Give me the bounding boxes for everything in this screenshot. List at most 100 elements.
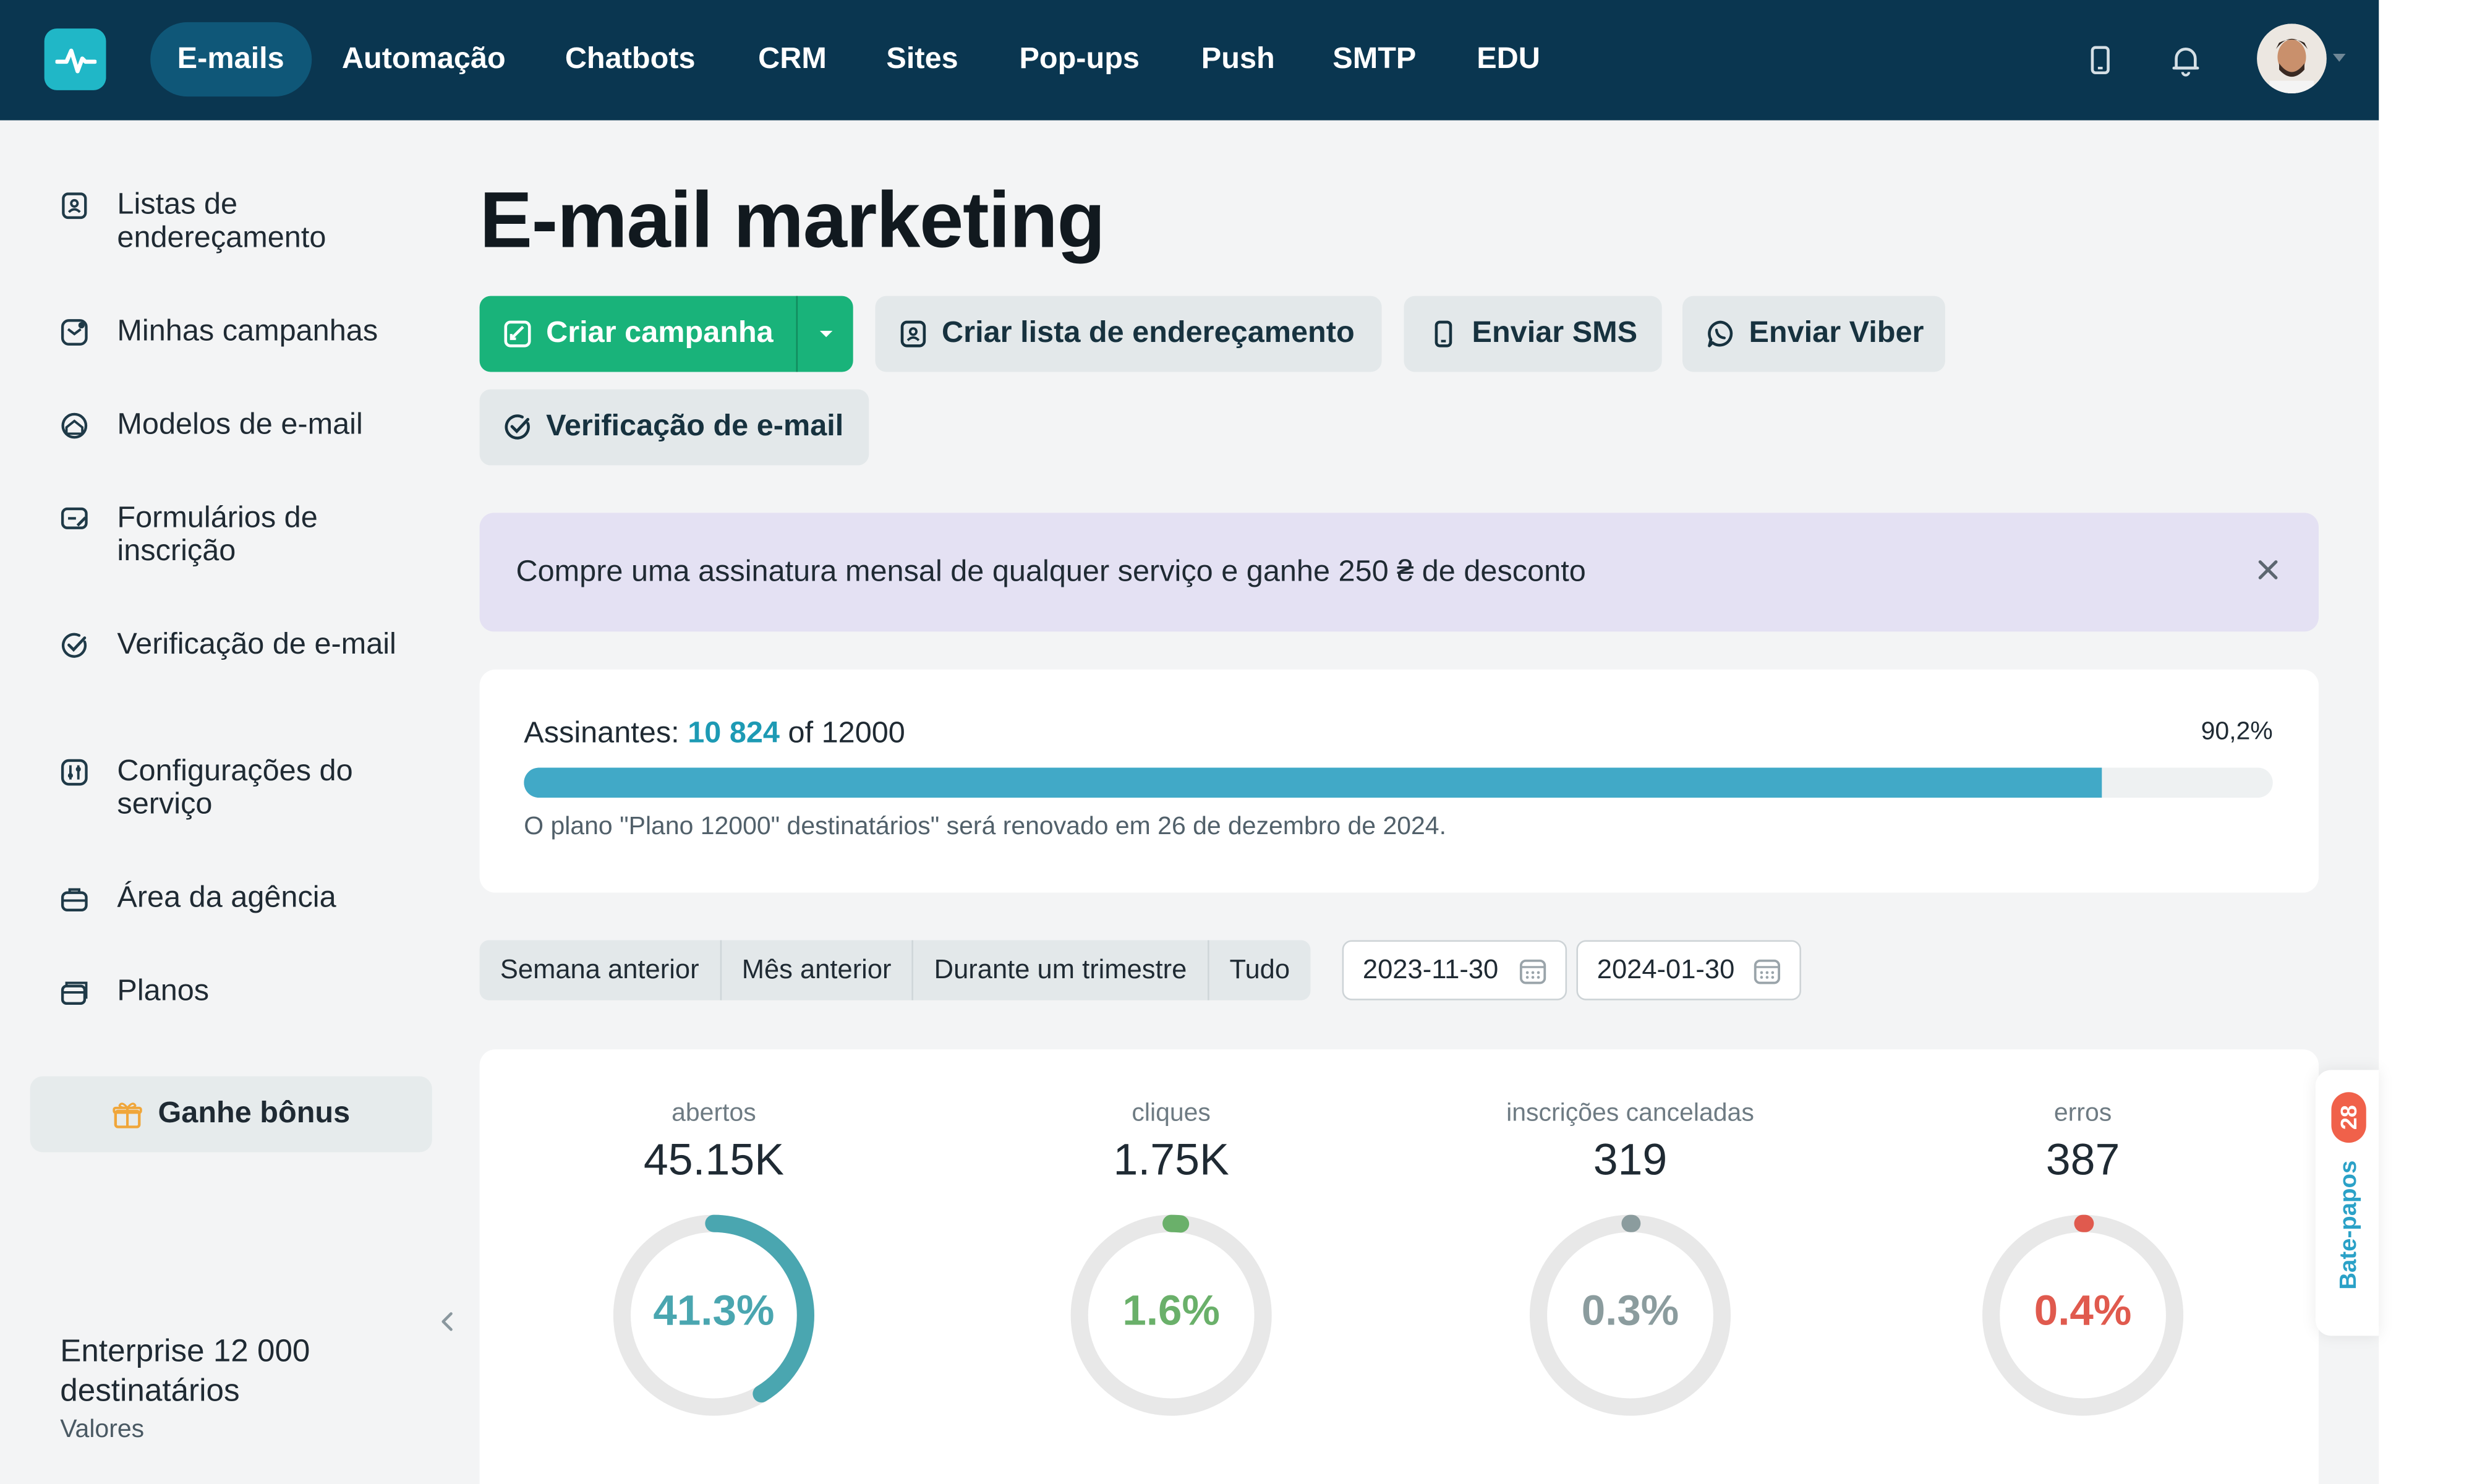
viber-icon — [1708, 320, 1733, 348]
logo-icon[interactable] — [44, 28, 106, 90]
stat-label: cliques — [1132, 1099, 1211, 1127]
gift-icon — [112, 1101, 142, 1128]
stat-value: 387 — [2045, 1135, 2120, 1184]
nav-item-edu[interactable]: EDU — [1477, 43, 1540, 76]
nav-item-smtp[interactable]: SMTP — [1332, 43, 1417, 76]
nav-item-sites[interactable]: Sites — [886, 43, 958, 76]
stat-ring-fill — [1982, 1214, 2184, 1416]
form-icon — [61, 507, 88, 529]
sidebar-item-label: Formulários de inscrição — [117, 501, 318, 568]
bell-icon[interactable] — [2168, 43, 2203, 77]
sidebar-item-plans[interactable]: Planos — [60, 975, 424, 1009]
send-sms-button[interactable]: Enviar SMS — [1404, 296, 1662, 372]
nav-item-push[interactable]: Push — [1201, 43, 1275, 76]
nav-item-crm[interactable]: CRM — [758, 43, 827, 76]
sidebar-item-label: Configurações do serviço — [117, 754, 353, 822]
check-circle-icon — [505, 414, 530, 440]
stat-label: erros — [2053, 1099, 2112, 1127]
plan-renewal-text: O plano "Plano 12000" destinatários" ser… — [524, 813, 1446, 841]
sidebar-item-mailing-lists[interactable]: Listas de endereçamento — [60, 189, 424, 255]
subscribers-card: Assinantes: 10 824 of 12000 90,2% O plan… — [479, 669, 2319, 893]
stat-value: 319 — [1593, 1135, 1668, 1184]
create-campaign-label: Criar campanha — [546, 316, 774, 350]
phone-icon — [1435, 320, 1452, 348]
settings-icon — [61, 759, 88, 786]
collapse-sidebar-icon[interactable] — [437, 1307, 459, 1336]
filter-last-month[interactable]: Mês anterior — [721, 940, 914, 1000]
chevron-down-icon[interactable] — [2332, 54, 2346, 62]
address-book-icon — [900, 320, 926, 348]
nav-item-chatbots[interactable]: Chatbots — [565, 43, 696, 76]
stat-ring — [1070, 1214, 1272, 1416]
stat-label: abertos — [671, 1099, 756, 1127]
calendar-icon[interactable] — [1518, 956, 1548, 986]
create-campaign-dropdown[interactable] — [796, 296, 853, 372]
briefcase-icon — [61, 888, 88, 912]
stat-percent: 0.3% — [1581, 1287, 1679, 1334]
create-list-label: Criar lista de endereçamento — [942, 316, 1355, 350]
page-title: E-mail marketing — [479, 176, 1106, 265]
create-list-button[interactable]: Criar lista de endereçamento — [875, 296, 1382, 372]
date-from-input[interactable]: 2023-11-30 — [1342, 940, 1567, 1000]
period-filter-group: Semana anterior Mês anterior Durante um … — [479, 940, 1311, 1000]
pricing-link[interactable]: Valores — [60, 1416, 145, 1444]
sidebar-item-settings[interactable]: Configurações do serviço — [60, 754, 424, 822]
stat-ring — [1982, 1214, 2184, 1416]
sidebar-item-templates[interactable]: Modelos de e-mail — [60, 408, 424, 441]
nav-item-popups[interactable]: Pop-ups — [1019, 43, 1140, 76]
sidebar-item-label: Modelos de e-mail — [117, 408, 363, 442]
filter-last-week[interactable]: Semana anterior — [480, 940, 722, 1000]
subscribers-title: Assinantes: 10 824 of 12000 — [524, 717, 905, 752]
sidebar-item-email-verification[interactable]: Verificação de e-mail — [60, 628, 424, 662]
stat-value: 45.15K — [643, 1135, 785, 1184]
stat-opened[interactable]: abertos 45.15K 41.3% — [508, 1049, 920, 1484]
nav-item-emails[interactable]: E-mails — [150, 22, 312, 97]
chats-label: Bate-papos — [2335, 1160, 2363, 1290]
date-to-input[interactable]: 2024-01-30 — [1576, 940, 1801, 1000]
chats-tab[interactable]: 28 Bate-papos — [2315, 1070, 2379, 1336]
send-viber-button[interactable]: Enviar Viber — [1682, 296, 1945, 372]
calendar-icon[interactable] — [1752, 956, 1783, 986]
app: E-mails Automação Chatbots CRM Sites Pop… — [0, 0, 2379, 1484]
send-viber-label: Enviar Viber — [1749, 316, 1924, 350]
date-from-value: 2023-11-30 — [1362, 954, 1499, 985]
stat-unsubscribed[interactable]: inscrições canceladas 319 0.3% — [1425, 1049, 1836, 1484]
stat-ring-fill — [613, 1214, 814, 1416]
sidebar-item-forms[interactable]: Formulários de inscrição — [60, 501, 424, 568]
template-icon — [61, 412, 88, 439]
chat-count: 28 — [2336, 1105, 2362, 1130]
subscribers-total: of 12000 — [788, 717, 905, 751]
sidebar-item-label: Planos — [117, 974, 210, 1009]
sidebar-item-label: Minhas campanhas — [117, 315, 378, 349]
filter-quarter[interactable]: Durante um trimestre — [913, 940, 1209, 1000]
bonus-button[interactable]: Ganhe bônus — [30, 1076, 432, 1153]
stat-label: inscrições canceladas — [1506, 1099, 1754, 1127]
wallet-icon — [61, 981, 88, 1005]
email-verification-button[interactable]: Verificação de e-mail — [479, 389, 869, 466]
send-sms-label: Enviar SMS — [1472, 316, 1638, 350]
sidebar-item-label: Verificação de e-mail — [117, 628, 396, 662]
promo-banner: Compre uma assinatura mensal de qualquer… — [479, 513, 2319, 632]
subscribers-count[interactable]: 10 824 — [688, 717, 780, 751]
avatar[interactable] — [2257, 23, 2327, 94]
filter-all[interactable]: Tudo — [1229, 954, 1290, 985]
stat-errors[interactable]: erros 387 0.4% — [1877, 1049, 2289, 1484]
sidebar-item-label: Área da agência — [117, 881, 336, 915]
stat-clicks[interactable]: cliques 1.75K 1.6% — [965, 1049, 1377, 1484]
stat-value: 1.75K — [1113, 1135, 1229, 1184]
create-campaign-button[interactable]: Criar campanha — [479, 296, 853, 372]
stat-ring — [613, 1214, 814, 1416]
subscribers-progress-fill — [524, 767, 2102, 798]
sidebar-item-campaigns[interactable]: Minhas campanhas — [60, 315, 424, 348]
bonus-label: Ganhe bônus — [158, 1096, 351, 1130]
stat-percent: 41.3% — [653, 1287, 775, 1334]
top-navigation: E-mails Automação Chatbots CRM Sites Pop… — [0, 0, 2379, 121]
close-icon[interactable] — [2257, 559, 2279, 581]
stat-ring-fill — [1070, 1214, 1272, 1416]
subscribers-label: Assinantes: — [524, 717, 680, 751]
phone-icon[interactable] — [2083, 43, 2118, 77]
stat-ring-fill — [1529, 1214, 1731, 1416]
stat-ring — [1529, 1214, 1731, 1416]
nav-item-automacao[interactable]: Automação — [341, 43, 506, 76]
sidebar-item-agency[interactable]: Área da agência — [60, 882, 424, 915]
